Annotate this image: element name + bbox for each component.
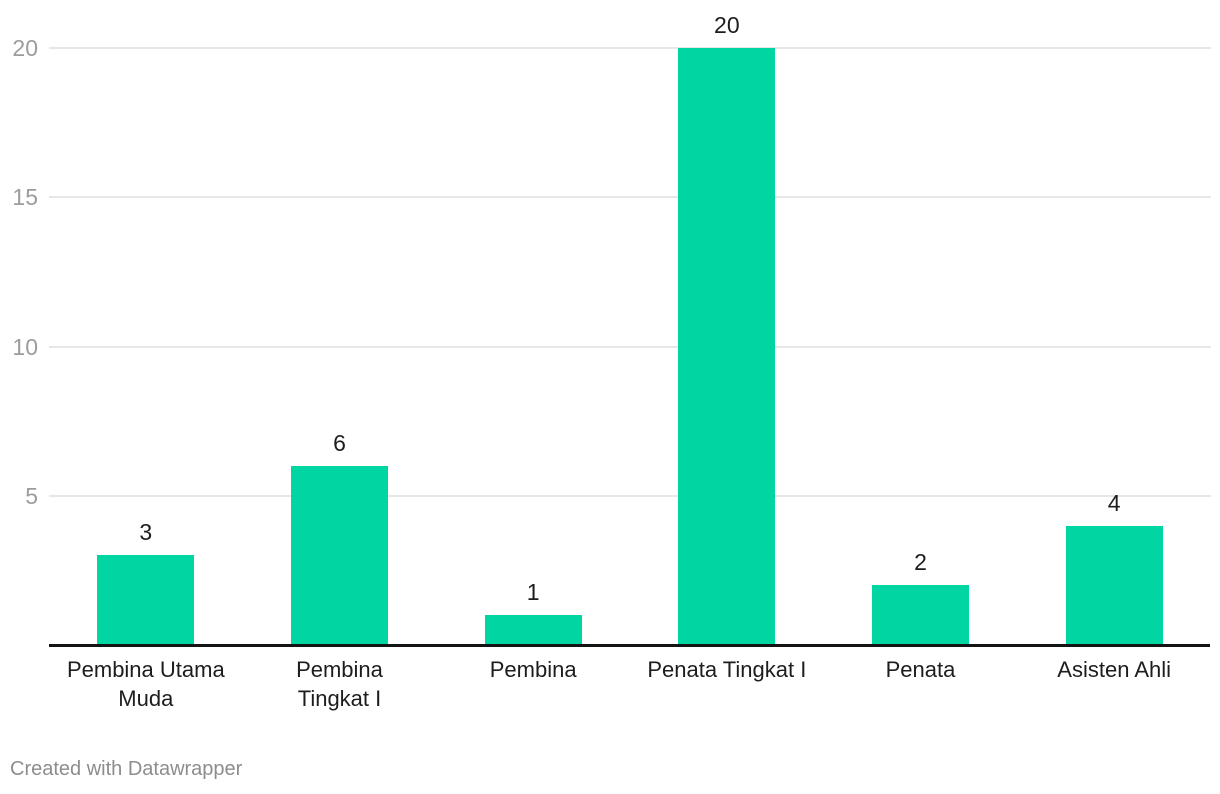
gridline-20 [49, 47, 1211, 49]
x-axis-label-line: Pembina [296, 657, 383, 682]
bar-asisten-ahli [1065, 525, 1163, 645]
bar-value-label-penata-tingkat-i: 20 [714, 12, 740, 38]
bar-pembina-utama-muda [97, 555, 195, 645]
gridline-15 [49, 196, 1211, 199]
x-axis-label-pembina: Pembina [436, 655, 630, 684]
bar-group-asisten-ahli: 4 Asisten Ahli [1017, 0, 1211, 794]
y-tick-label-20: 20 [12, 35, 38, 61]
x-axis-label-penata-tingkat-i: Penata Tingkat I [630, 655, 824, 684]
x-axis-label-line: Muda [118, 686, 174, 711]
gridline-10 [49, 345, 1211, 348]
x-axis-label-pembina-utama-muda: Pembina Utama Muda [49, 655, 243, 713]
bar-pembina [484, 615, 582, 645]
y-tick-label-5: 5 [25, 482, 38, 509]
x-axis-label-line: Tingkat I [297, 686, 382, 711]
x-axis-label-line: Penata Tingkat I [647, 657, 807, 682]
gridline-5 [49, 494, 1211, 497]
bar-value-label-pembina-utama-muda: 3 [139, 519, 153, 546]
bar-value-label-pembina-tingkat-i: 6 [333, 429, 346, 456]
datawrapper-attribution-link[interactable]: Created with Datawrapper [10, 758, 243, 780]
bar-group-penata-tingkat-i: 20 Penata Tingkat I [630, 0, 824, 794]
bar-group-pembina-utama-muda: 3 Pembina Utama Muda [49, 0, 243, 794]
bar-penata [871, 585, 969, 645]
x-axis-label-line: Asisten Ahli [1057, 657, 1172, 682]
bar-pembina-tingkat-i [290, 465, 388, 645]
y-tick-label-10: 10 [12, 333, 38, 360]
x-axis-label-pembina-tingkat-i: Pembina Tingkat I [243, 655, 437, 713]
bar-group-pembina-tingkat-i: 6 Pembina Tingkat I [243, 0, 437, 794]
bar-group-penata: 2 Penata [824, 0, 1018, 794]
bar-value-label-penata: 2 [914, 549, 927, 576]
x-axis-line [49, 644, 1210, 647]
y-tick-label-15: 15 [12, 184, 38, 211]
bar-group-pembina: 1 Pembina [436, 0, 630, 794]
bar-penata-tingkat-i [678, 48, 776, 645]
x-axis-label-penata: Penata [824, 655, 1018, 684]
x-axis-label-line: Pembina Utama [66, 657, 225, 682]
bar-value-label-pembina: 1 [526, 579, 540, 606]
bar-value-label-asisten-ahli: 4 [1107, 489, 1121, 516]
x-axis-label-line: Pembina [489, 657, 577, 682]
x-axis-label-line: Penata [885, 657, 956, 682]
x-axis-label-asisten-ahli: Asisten Ahli [1017, 655, 1211, 684]
